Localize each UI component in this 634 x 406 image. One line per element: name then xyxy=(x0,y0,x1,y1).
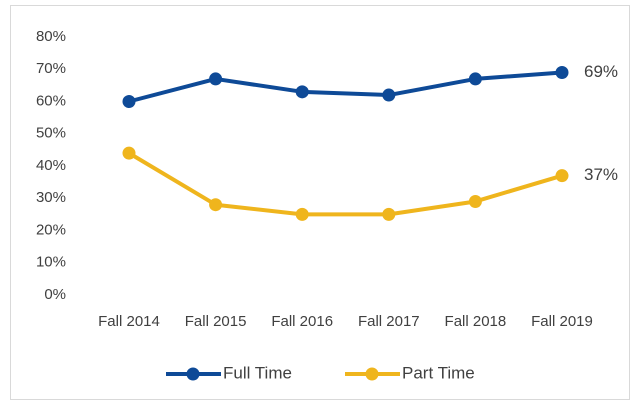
series-line xyxy=(127,151,563,217)
x-tick-label: Fall 2017 xyxy=(358,313,420,330)
y-tick-label: 80% xyxy=(36,28,66,45)
y-tick-label: 50% xyxy=(36,125,66,142)
y-tick-label: 0% xyxy=(44,286,66,303)
legend-label: Part Time xyxy=(402,363,475,382)
x-tick-label: Fall 2019 xyxy=(531,313,593,330)
data-point xyxy=(122,95,136,108)
data-point xyxy=(468,72,482,86)
y-tick-label: 10% xyxy=(36,254,66,271)
y-tick-label: 30% xyxy=(36,189,66,206)
data-point xyxy=(382,207,396,221)
data-point xyxy=(468,194,482,208)
x-tick-label: Fall 2015 xyxy=(185,313,247,330)
y-tick-label: 60% xyxy=(36,92,66,109)
x-tick-label: Fall 2014 xyxy=(98,313,160,330)
x-tick-label: Fall 2018 xyxy=(445,313,507,330)
data-point xyxy=(295,85,309,99)
series-line xyxy=(128,70,563,104)
data-label: 69% xyxy=(584,62,618,81)
x-tick-label: Fall 2016 xyxy=(271,313,333,330)
legend-marker xyxy=(365,367,379,381)
data-point xyxy=(209,198,223,212)
data-point xyxy=(122,146,136,160)
data-point xyxy=(209,72,223,86)
data-label: 37% xyxy=(584,165,618,184)
data-point xyxy=(555,169,569,183)
data-point xyxy=(382,88,396,102)
y-tick-label: 40% xyxy=(36,157,66,174)
y-tick-label: 20% xyxy=(36,221,66,238)
legend-marker xyxy=(186,367,200,381)
legend-label: Full Time xyxy=(223,363,292,382)
y-tick-label: 70% xyxy=(36,60,66,77)
data-point xyxy=(555,65,569,79)
chart-border xyxy=(10,5,630,400)
data-point xyxy=(295,207,309,221)
